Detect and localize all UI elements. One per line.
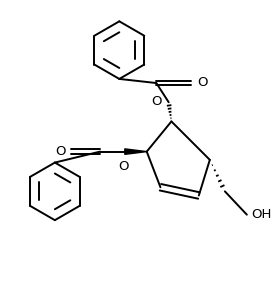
Text: O: O xyxy=(55,145,65,158)
Text: O: O xyxy=(151,95,162,108)
Text: O: O xyxy=(197,76,208,89)
Text: OH: OH xyxy=(251,208,271,221)
Polygon shape xyxy=(125,149,147,154)
Text: O: O xyxy=(118,160,129,173)
